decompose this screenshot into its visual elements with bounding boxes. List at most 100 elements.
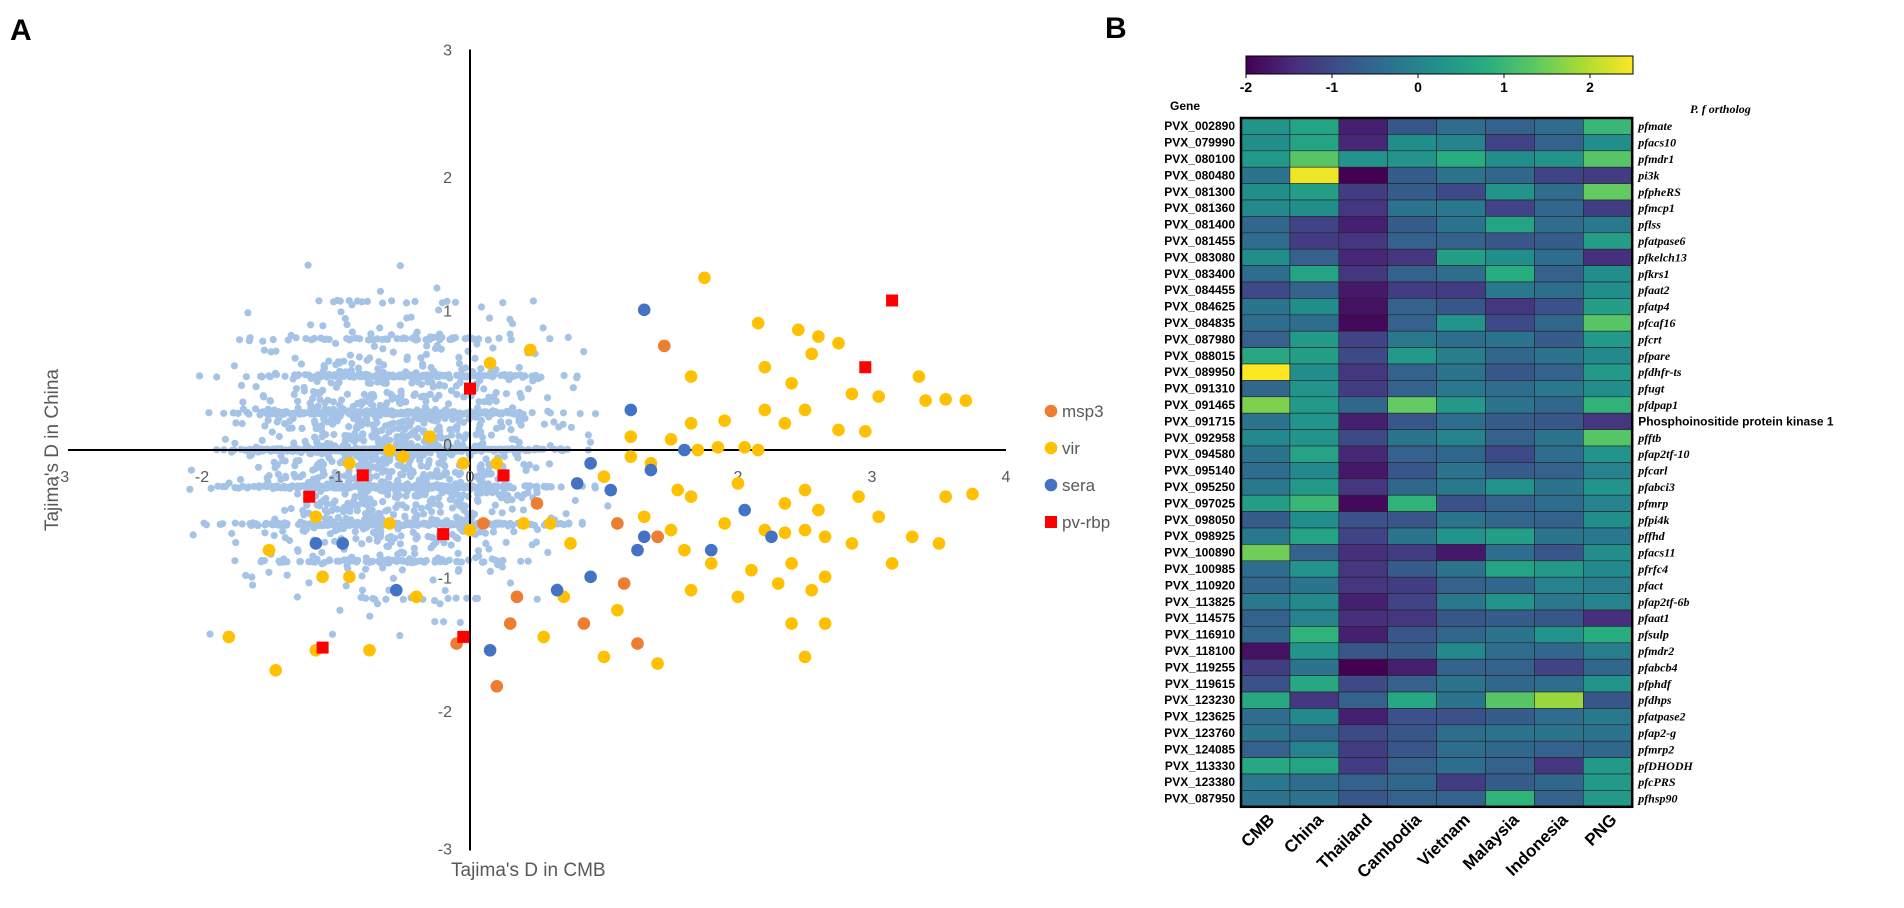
colorbar-tick-label: 0 xyxy=(1414,79,1422,95)
background-point xyxy=(244,483,252,491)
heatmap-cell xyxy=(1485,183,1535,201)
sera-point xyxy=(584,457,597,470)
heatmap-cell xyxy=(1485,199,1535,217)
ortholog-label: pfacs11 xyxy=(1637,546,1675,560)
background-point xyxy=(342,514,350,523)
background-point xyxy=(408,453,416,461)
background-point xyxy=(336,367,344,375)
heatmap-cell xyxy=(1583,183,1633,201)
vir-point xyxy=(664,433,678,446)
background-point xyxy=(258,373,266,381)
background-point xyxy=(315,297,323,305)
background-point xyxy=(400,334,408,342)
background-point xyxy=(314,389,322,397)
heatmap-cell xyxy=(1485,150,1535,168)
heatmap-cell xyxy=(1436,396,1486,414)
background-point xyxy=(422,392,430,400)
background-point xyxy=(507,373,515,381)
background-point xyxy=(463,372,471,380)
heatmap-cell xyxy=(1240,380,1291,398)
background-point xyxy=(410,544,418,552)
vir-point xyxy=(698,271,711,285)
gene-label: PVX_113330 xyxy=(1165,759,1235,773)
heatmap-cell xyxy=(1534,675,1584,693)
sera-point xyxy=(631,543,644,557)
heatmap-cell xyxy=(1534,708,1584,726)
heatmap-cell xyxy=(1534,117,1584,135)
background-point xyxy=(372,472,381,480)
background-point xyxy=(407,440,415,448)
vir-point xyxy=(939,490,952,504)
background-point xyxy=(416,456,424,464)
background-point xyxy=(508,505,516,513)
background-point xyxy=(332,361,340,369)
background-point xyxy=(477,416,486,425)
ortholog-label: pfcPRS xyxy=(1637,775,1676,789)
background-point xyxy=(379,498,387,506)
background-point xyxy=(419,510,428,518)
background-point xyxy=(388,297,396,305)
background-point xyxy=(336,606,344,614)
background-point xyxy=(424,460,433,468)
ortholog-label: pfaat2 xyxy=(1637,283,1669,297)
heatmap-cell xyxy=(1485,478,1535,496)
background-point xyxy=(396,262,404,270)
heatmap-cell xyxy=(1338,494,1389,512)
background-point xyxy=(369,463,377,471)
background-point xyxy=(324,483,332,491)
background-point xyxy=(322,494,330,503)
background-point xyxy=(546,335,554,343)
background-point xyxy=(544,548,552,557)
legend-marker-msp3 xyxy=(1044,404,1058,418)
background-point xyxy=(280,519,289,527)
heatmap-cell xyxy=(1338,134,1389,152)
background-point xyxy=(411,297,419,306)
background-point xyxy=(302,441,311,449)
background-point xyxy=(294,404,302,412)
background-point xyxy=(492,424,501,432)
x-tick-label: 4 xyxy=(1002,469,1011,486)
heatmap-cell xyxy=(1485,708,1535,726)
legend-marker-sera xyxy=(1044,478,1058,492)
heatmap-cell xyxy=(1338,314,1389,332)
background-point xyxy=(387,483,395,491)
background-point xyxy=(473,340,481,348)
background-point xyxy=(299,471,307,479)
ortholog-label: pfpare xyxy=(1637,349,1671,363)
heatmap-cell xyxy=(1240,462,1291,480)
background-point xyxy=(455,445,463,453)
x-tick-label: 3 xyxy=(868,469,877,486)
background-point xyxy=(348,483,356,491)
background-point xyxy=(302,335,310,343)
vir-point xyxy=(912,370,926,383)
background-point xyxy=(238,520,246,528)
background-point xyxy=(326,530,334,538)
background-point xyxy=(350,497,358,505)
background-point xyxy=(435,306,443,314)
background-point xyxy=(260,346,268,354)
heatmap-cell xyxy=(1289,199,1340,217)
background-point xyxy=(474,547,482,555)
background-point xyxy=(404,418,412,426)
background-point xyxy=(305,579,313,587)
background-point xyxy=(388,467,396,476)
heatmap-border xyxy=(1239,116,1634,809)
heatmap-cell xyxy=(1240,724,1291,742)
background-point xyxy=(537,373,545,381)
gene-label: PVX_094580 xyxy=(1164,447,1235,461)
background-point xyxy=(291,473,299,481)
vir-point xyxy=(845,537,859,550)
background-point xyxy=(304,261,312,269)
heatmap-cell xyxy=(1240,117,1291,135)
background-point xyxy=(505,484,513,492)
background-point xyxy=(382,459,390,467)
heatmap-cell xyxy=(1240,166,1291,184)
background-point xyxy=(239,398,247,406)
background-point xyxy=(447,541,455,549)
heatmap-cell xyxy=(1289,166,1340,184)
background-point xyxy=(396,632,404,640)
heatmap-cell xyxy=(1436,150,1486,168)
background-point xyxy=(311,420,319,428)
background-point xyxy=(477,408,485,416)
heatmap-cell xyxy=(1387,462,1437,480)
